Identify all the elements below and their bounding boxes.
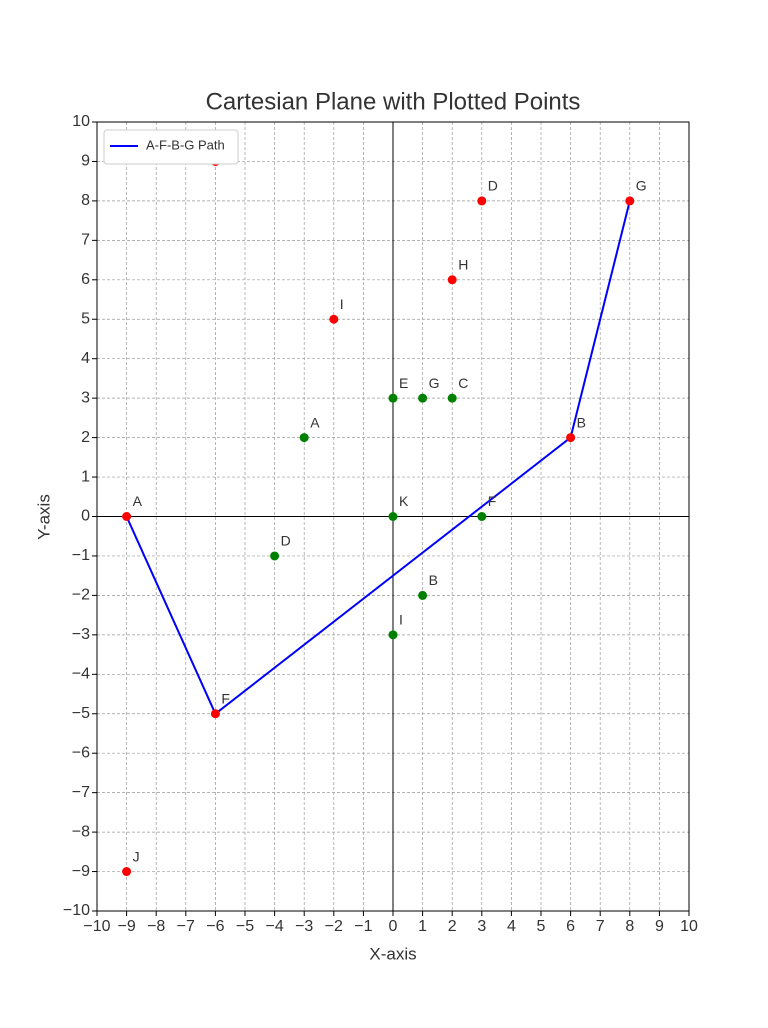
x-tick-label: −9 [117,918,135,935]
x-axis-label: X-axis [369,944,416,963]
x-tick-label: −10 [83,918,110,935]
point [418,393,428,403]
point-label: B [577,414,586,430]
x-tick-label: 6 [566,918,575,935]
point [270,551,280,561]
x-tick-label: 4 [507,918,516,935]
point [329,314,339,324]
point-label: E [399,375,408,391]
point [388,630,398,640]
x-tick-label: 2 [448,918,457,935]
x-tick-label: 8 [625,918,634,935]
x-tick-label: −7 [177,918,195,935]
y-tick-label: −7 [72,784,90,801]
x-tick-label: 3 [477,918,486,935]
x-tick-label: −4 [265,918,283,935]
y-tick-label: 8 [81,192,90,209]
y-tick-label: 1 [81,468,90,485]
chart-title: Cartesian Plane with Plotted Points [206,88,581,115]
y-tick-label: −9 [72,863,90,880]
point [447,275,457,285]
y-tick-label: −8 [72,823,90,840]
point [447,393,457,403]
point [388,393,398,403]
point [122,867,132,877]
y-tick-label: −1 [72,547,90,564]
legend-label: A-F-B-G Path [146,137,225,152]
x-tick-label: −2 [325,918,343,935]
point-label: I [399,612,403,628]
y-tick-label: 5 [81,310,90,327]
y-tick-label: 9 [81,153,90,170]
point-label: A [133,493,143,509]
point-label: J [133,848,140,864]
legend-box [103,129,239,165]
point-label: D [281,533,291,549]
y-tick-label: 4 [81,350,90,367]
y-tick-label: 3 [81,389,90,406]
x-tick-label: 1 [418,918,427,935]
x-tick-label: −3 [295,918,313,935]
x-tick-label: −8 [147,918,165,935]
y-tick-label: −6 [72,744,90,761]
point-label: C [458,375,468,391]
y-tick-label: 7 [81,232,90,249]
point-label: F [221,690,230,706]
point-label: B [429,572,438,588]
x-tick-label: 0 [389,918,398,935]
path-line [125,200,631,716]
point-label: A [310,414,320,430]
y-tick-label: 10 [72,113,90,130]
x-tick-label: 7 [596,918,605,935]
point-label: H [458,257,468,273]
point-label: I [340,296,344,312]
x-tick-label: 9 [655,918,664,935]
y-tick-label: −4 [72,666,90,683]
point-label: G [636,178,647,194]
point [388,512,398,521]
x-tick-label: −5 [236,918,254,935]
x-tick-label: 10 [680,918,698,935]
x-tick-label: 5 [537,918,546,935]
y-tick-label: 2 [81,429,90,446]
point-label: D [488,178,498,194]
point-label: F [488,493,497,509]
point [299,433,309,443]
y-tick-label: 6 [81,271,90,288]
point [566,433,576,443]
y-tick-label: −3 [72,626,90,643]
point [122,512,132,521]
y-tick-label: −2 [72,587,90,604]
x-tick-label: −1 [354,918,372,935]
point-label: G [429,375,440,391]
y-tick-label: −5 [72,705,90,722]
point [210,709,220,719]
point [477,196,487,206]
point [418,590,428,600]
point-label: K [399,493,409,509]
x-tick-label: −6 [206,918,224,935]
y-tick-label: 0 [81,508,90,525]
y-axis-label: Y-axis [34,494,53,540]
point [625,196,635,206]
y-tick-label: −10 [63,902,90,919]
point [477,512,487,521]
